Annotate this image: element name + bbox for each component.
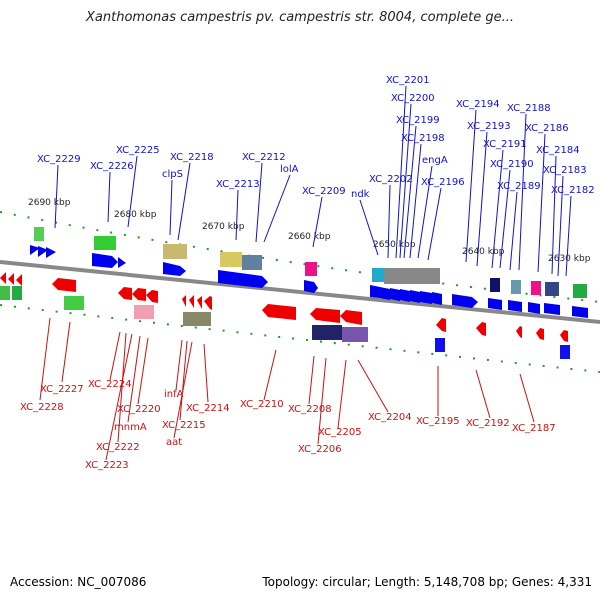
forward-feature-boxes [34,227,587,298]
scale-label: 2670 kbp [202,222,245,232]
reverse-gene-label[interactable]: mnmA [114,422,147,433]
forward-gene-label[interactable]: XC_2188 [507,103,551,114]
reverse-gene-label[interactable]: XC_2222 [96,442,140,453]
forward-gene-label[interactable]: lolA [280,164,299,175]
forward-gene-label[interactable]: XC_2229 [37,154,81,165]
forward-gene-label[interactable]: XC_2189 [497,181,541,192]
reverse-gene-label[interactable]: XC_2187 [512,423,556,434]
reverse-feature-boxes [0,286,570,359]
forward-gene-label[interactable]: XC_2184 [536,145,580,156]
inner-scale-arc [0,304,600,373]
reverse-gene-label[interactable]: XC_2205 [318,427,362,438]
forward-gene-label[interactable]: XC_2225 [116,145,160,156]
genome-summary: Topology: circular; Length: 5,148,708 bp… [262,575,592,589]
reverse-gene-label[interactable]: aat [166,437,182,448]
genome-backbone [0,260,600,324]
forward-gene-label[interactable]: XC_2209 [302,186,346,197]
reverse-arrows [0,272,568,342]
scale-label: 2680 kbp [114,210,157,220]
scale-label: 2660 kbp [288,232,331,242]
forward-gene-label[interactable]: XC_2202 [369,174,413,185]
reverse-gene-label[interactable]: XC_2210 [240,399,284,410]
forward-gene-label[interactable]: ndk [351,189,370,200]
reverse-gene-label[interactable]: XC_2228 [20,402,64,413]
forward-gene-label[interactable]: clpS [162,169,183,180]
forward-gene-label[interactable]: XC_2218 [170,152,214,163]
reverse-gene-label[interactable]: XC_2204 [368,412,412,423]
scale-label: 2630 kbp [548,254,591,264]
forward-gene-label[interactable]: XC_2194 [456,99,500,110]
forward-gene-label[interactable]: engA [422,155,448,166]
reverse-gene-label[interactable]: XC_2227 [40,384,84,395]
reverse-gene-label[interactable]: XC_2208 [288,404,332,415]
forward-gene-label[interactable]: XC_2196 [421,177,465,188]
reverse-leaders [39,317,535,461]
scale-label: 2640 kbp [462,247,505,257]
outer-scale-arc [0,211,600,303]
forward-gene-label[interactable]: XC_2186 [525,123,569,134]
forward-gene-label[interactable]: XC_2190 [490,159,534,170]
map-title: Xanthomonas campestris pv. campestris st… [86,10,514,25]
accession-label: Accession: NC_007086 [10,575,147,589]
forward-gene-label[interactable]: XC_2183 [543,165,587,176]
reverse-gene-label[interactable]: XC_2220 [117,404,161,415]
scale-label: 2650 kbp [373,240,416,250]
forward-gene-label[interactable]: XC_2226 [90,161,134,172]
forward-gene-label[interactable]: XC_2212 [242,152,286,163]
forward-gene-label[interactable]: XC_2200 [391,93,435,104]
reverse-gene-label[interactable]: infA [164,389,184,400]
forward-gene-label[interactable]: XC_2193 [467,121,511,132]
reverse-gene-label[interactable]: XC_2192 [466,418,510,429]
reverse-gene-label[interactable]: XC_2214 [186,403,230,414]
forward-gene-label[interactable]: XC_2199 [396,115,440,126]
scale-label: 2690 kbp [28,198,71,208]
reverse-gene-label[interactable]: XC_2215 [162,420,206,431]
forward-arrows [30,245,588,318]
reverse-gene-label[interactable]: XC_2224 [88,379,132,390]
forward-gene-label[interactable]: XC_2198 [401,133,445,144]
forward-leaders [54,85,572,277]
reverse-gene-label[interactable]: XC_2223 [85,460,129,471]
reverse-gene-label[interactable]: XC_2195 [416,416,460,427]
forward-gene-label[interactable]: XC_2191 [483,139,527,150]
forward-gene-label[interactable]: XC_2201 [386,75,430,86]
forward-gene-label[interactable]: XC_2182 [551,185,595,196]
reverse-gene-label[interactable]: XC_2206 [298,444,342,455]
forward-gene-label[interactable]: XC_2213 [216,179,260,190]
